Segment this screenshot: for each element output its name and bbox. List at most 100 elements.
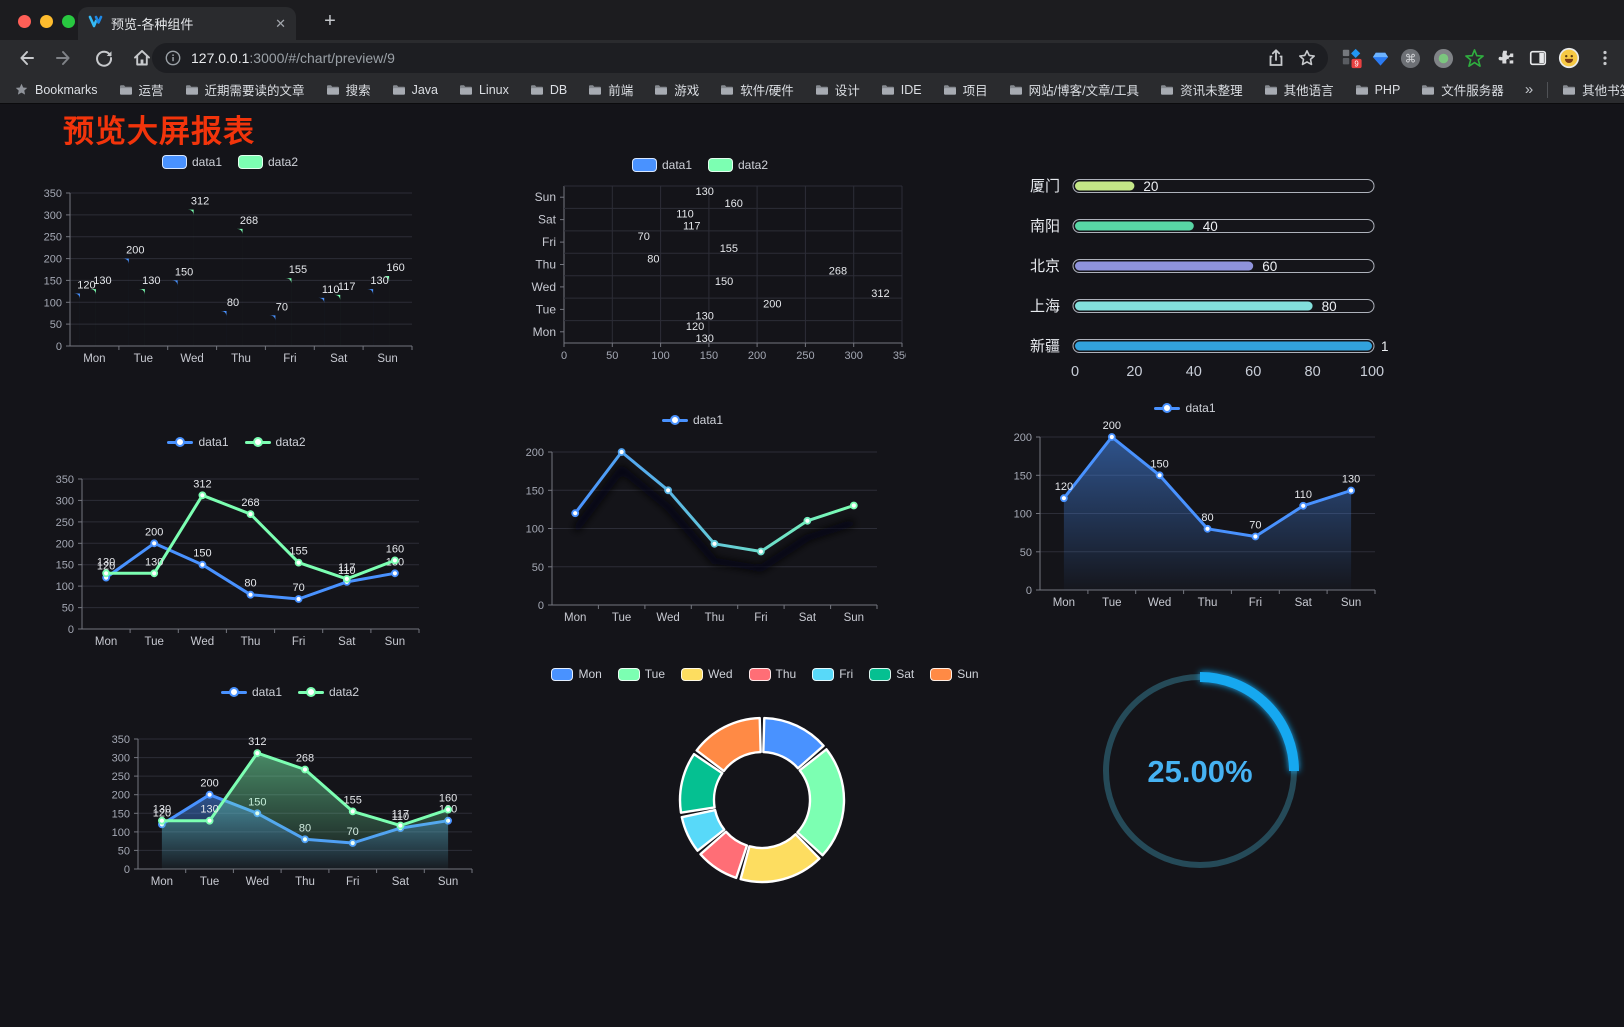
avatar-emoji[interactable]	[1558, 47, 1580, 69]
chart-horizontal-bar[interactable]: data1 data2 0 50 100 150 200 250 300 350 Sun 130 160…	[494, 153, 1624, 374]
bookmark-star-icon[interactable]	[1297, 48, 1317, 68]
browser-tab[interactable]: 预览-各种组件 ✕	[78, 7, 296, 40]
svg-text:130: 130	[145, 556, 163, 568]
legend-item-Sun[interactable]: Sun	[930, 667, 979, 681]
bookmark-folder-item[interactable]: PHP	[1355, 83, 1400, 97]
chart-line-two-area[interactable]: data1 data2 0 50 100 150 200 250 300 350 Mon Tue Wed…	[100, 680, 480, 914]
bookmarks-lead-item[interactable]: Bookmarks	[14, 82, 98, 97]
legend-item-Mon[interactable]: Mon	[551, 667, 602, 681]
svg-text:150: 150	[56, 560, 74, 572]
legend-item-data2[interactable]: data2	[238, 155, 298, 169]
svg-text:110: 110	[322, 284, 340, 296]
bookmark-folder-label: 网站/博客/文章/工具	[1028, 84, 1140, 98]
legend-item-data1[interactable]: data1	[1154, 401, 1216, 415]
svg-text:100: 100	[526, 524, 544, 536]
legend-item-Sat[interactable]: Sat	[869, 667, 914, 681]
chart-line-two-series[interactable]: data1 data2 0 50 100 150 200 250 300 350 Mon Tue Wed…	[44, 430, 429, 655]
legend-item-data1[interactable]: data1	[161, 155, 222, 169]
bookmark-folder-item[interactable]: IDE	[881, 83, 922, 97]
svg-text:200: 200	[56, 538, 74, 550]
chart-line-gradient[interactable]: data1 0 50 100 150 200 Mon Tue Wed Thu Fri Sat Sun	[500, 408, 885, 635]
puzzle-icon[interactable]	[1495, 47, 1517, 69]
reload-icon[interactable]	[94, 48, 114, 68]
svg-text:200: 200	[748, 350, 766, 362]
gem-icon[interactable]	[1369, 47, 1391, 69]
chart-grouped-bar[interactable]: data1 data2 0 50 100 150 200 250 300 350 Mon Tue Wed…	[40, 150, 420, 375]
legend-line-marker	[298, 687, 324, 697]
legend-line-marker	[220, 687, 247, 697]
svg-text:130: 130	[696, 333, 714, 345]
svg-text:80: 80	[227, 297, 239, 309]
command-circle-icon[interactable]: ⌘	[1399, 47, 1421, 69]
legend-item-data2[interactable]: data2	[708, 158, 768, 172]
legend-item-data1[interactable]: data1	[631, 158, 692, 172]
bookmark-folder-item[interactable]: 其他语言	[1264, 80, 1334, 99]
svg-text:0: 0	[124, 864, 130, 876]
svg-text:0: 0	[1071, 364, 1079, 380]
new-tab-button[interactable]: +	[324, 9, 336, 32]
menu-kebab-icon[interactable]	[1594, 47, 1616, 69]
folder-icon	[1355, 84, 1368, 95]
share-icon[interactable]	[1266, 48, 1286, 68]
bookmark-folder-item[interactable]: 项目	[943, 80, 988, 99]
legend-item-Wed[interactable]: Wed	[681, 667, 733, 681]
bookmark-folder-item[interactable]: DB	[530, 83, 567, 97]
forward-icon[interactable]	[54, 48, 74, 68]
traffic-light-zoom[interactable]	[62, 15, 75, 28]
bookmark-folder-label: DB	[549, 82, 568, 97]
legend-item-Fri[interactable]: Fri	[812, 667, 853, 681]
svg-text:70: 70	[638, 231, 650, 243]
bookmark-folder-item[interactable]: 资讯未整理	[1160, 80, 1243, 99]
svg-text:Thu: Thu	[231, 353, 251, 365]
other-bookmarks-folder[interactable]: 其他书签	[1562, 80, 1624, 99]
bookmark-folder-item[interactable]: 网站/博客/文章/工具	[1009, 80, 1139, 99]
svg-text:100: 100	[1381, 339, 1388, 354]
address-bar[interactable]: 127.0.0.1:3000/#/chart/preview/9	[152, 43, 1328, 73]
traffic-light-close[interactable]	[18, 15, 31, 28]
folder-icon	[1563, 84, 1576, 95]
bookmark-folder-item[interactable]: 前端	[588, 80, 633, 99]
bookmark-folder-item[interactable]: 文件服务器	[1421, 80, 1504, 99]
chart-line-area[interactable]: data1 0 50 100 150 200 Mon Tue Wed Thu Fri Sat Sun 12…	[985, 396, 1385, 615]
svg-text:Wed: Wed	[656, 612, 679, 624]
home-icon[interactable]	[132, 48, 152, 68]
svg-text:新疆: 新疆	[1030, 338, 1060, 355]
chart-ring-progress[interactable]: 25.00%	[1085, 656, 1315, 891]
svg-text:120: 120	[686, 321, 704, 333]
bookmarks-overflow-chevron[interactable]: »	[1524, 81, 1534, 98]
legend-item-data1[interactable]: data1	[220, 685, 282, 699]
bookmark-folder-item[interactable]: 设计	[815, 80, 860, 99]
tab-close-icon[interactable]: ✕	[275, 15, 286, 31]
legend-item-data2[interactable]: data2	[298, 685, 359, 699]
bookmark-folder-label: 运营	[138, 84, 164, 98]
bookmark-folder-item[interactable]: 近期需要读的文章	[185, 80, 305, 99]
bookmark-folder-item[interactable]: Linux	[459, 83, 509, 97]
traffic-light-minimize[interactable]	[40, 15, 53, 28]
legend-item-Tue[interactable]: Tue	[617, 667, 665, 681]
bookmark-folder-item[interactable]: Java	[392, 83, 438, 97]
back-icon[interactable]	[16, 48, 36, 68]
chart-legend: data1 data2	[100, 680, 480, 704]
record-circle-icon[interactable]	[1432, 47, 1454, 69]
bookmark-folder-label: 项目	[962, 84, 988, 98]
legend-item-data1[interactable]: data1	[661, 413, 723, 427]
svg-text:160: 160	[439, 793, 457, 805]
bookmark-folder-item[interactable]: 游戏	[654, 80, 699, 99]
legend-item-Thu[interactable]: Thu	[748, 667, 796, 681]
chart-donut[interactable]: Mon Tue Wed Thu Fri Sat Sun	[545, 662, 985, 891]
svg-text:Tue: Tue	[536, 302, 557, 316]
side-panel-icon[interactable]	[1527, 47, 1549, 69]
info-icon[interactable]	[165, 50, 181, 66]
chart-capsule-bars[interactable]: 厦门 20 南阳 40 北京 60 上海 80 新疆 100 0 20 40 60 80 100	[1003, 160, 1404, 387]
bookmark-folder-label: 游戏	[674, 84, 700, 98]
svg-text:50: 50	[606, 350, 618, 362]
green-star-icon[interactable]	[1463, 47, 1485, 69]
extension-grid-icon[interactable]: 9	[1341, 47, 1363, 69]
legend-swatch	[869, 667, 892, 681]
bookmark-folder-item[interactable]: 搜索	[326, 80, 371, 99]
bookmark-folder-item[interactable]: 软件/硬件	[720, 80, 794, 99]
legend-label: data1	[1185, 401, 1216, 415]
legend-item-data2[interactable]: data2	[244, 435, 306, 449]
bookmark-folder-item[interactable]: 运营	[119, 80, 164, 99]
legend-item-data1[interactable]: data1	[167, 435, 229, 449]
